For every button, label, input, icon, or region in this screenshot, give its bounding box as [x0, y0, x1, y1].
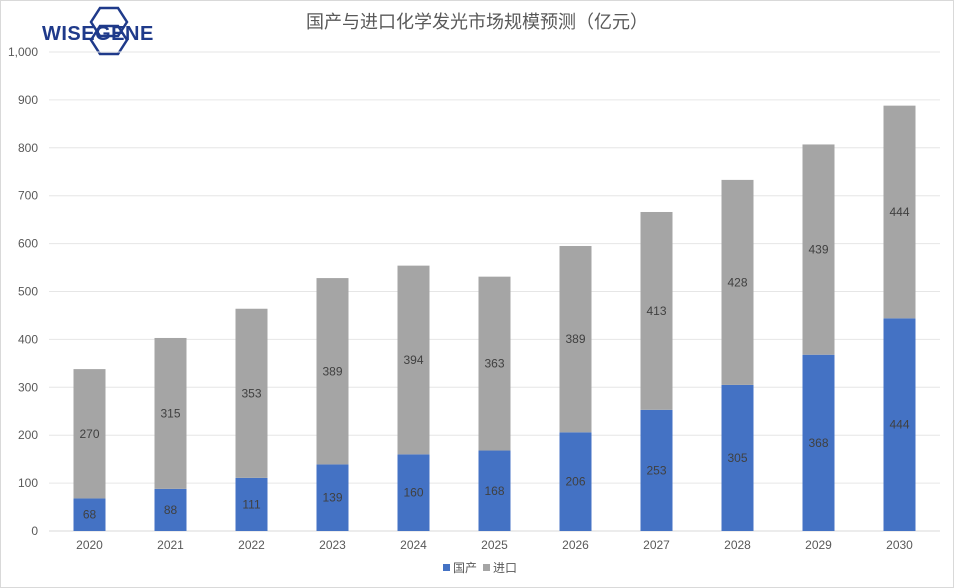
x-tick-label: 2027 — [643, 538, 670, 552]
y-tick-label: 0 — [31, 524, 38, 538]
legend-label-import: 进口 — [493, 561, 517, 575]
data-label-domestic-2027: 253 — [646, 463, 666, 477]
y-tick-label: 800 — [18, 141, 38, 155]
data-label-domestic-2030: 444 — [889, 418, 909, 432]
x-tick-label: 2028 — [724, 538, 751, 552]
data-label-domestic-2020: 68 — [83, 508, 97, 522]
data-label-import-2028: 428 — [727, 275, 747, 289]
data-label-import-2030: 444 — [889, 205, 909, 219]
x-tick-label: 2025 — [481, 538, 508, 552]
chart-title: 国产与进口化学发光市场规模预测（亿元） — [306, 12, 648, 33]
logo-hexagon-bottom — [89, 24, 129, 56]
y-tick-label: 100 — [18, 476, 38, 490]
data-label-import-2022: 353 — [241, 386, 261, 400]
y-tick-label: 300 — [18, 380, 38, 394]
data-label-import-2027: 413 — [646, 304, 666, 318]
data-label-domestic-2028: 305 — [727, 451, 747, 465]
bars: 68 270 88 315 111 353 139 389 160 394 168 363 206 389… — [73, 105, 916, 531]
bar-import-2028 — [721, 179, 754, 385]
data-label-domestic-2022: 111 — [242, 497, 261, 511]
bar-domestic-2022 — [235, 477, 268, 531]
data-label-domestic-2025: 168 — [484, 484, 504, 498]
data-label-import-2025: 363 — [484, 357, 504, 371]
x-tick-label: 2024 — [400, 538, 427, 552]
bar-domestic-2026 — [559, 432, 592, 531]
bar-import-2025 — [478, 276, 511, 451]
y-tick-label: 600 — [18, 237, 38, 251]
x-tick-label: 2022 — [238, 538, 265, 552]
bar-domestic-2027 — [640, 409, 673, 531]
data-label-import-2023: 389 — [322, 364, 342, 378]
bar-domestic-2024 — [397, 454, 430, 531]
data-label-import-2024: 394 — [403, 353, 423, 367]
x-axis-ticks: 2020 2021 2022 2023 2024 2025 2026 2027 2028 2029… — [76, 538, 913, 552]
x-tick-label: 2020 — [76, 538, 103, 552]
bar-import-2027 — [640, 211, 673, 410]
y-tick-label: 400 — [18, 332, 38, 346]
x-tick-label: 2029 — [805, 538, 832, 552]
data-label-import-2029: 439 — [808, 243, 828, 257]
y-axis-ticks: 0 100 200 300 400 500 600 700 800 900 1,000 — [8, 45, 38, 538]
bar-import-2026 — [559, 245, 592, 433]
bar-import-2023 — [316, 278, 349, 465]
legend-label-domestic: 国产 — [453, 561, 477, 575]
bar-import-2021 — [154, 337, 187, 489]
legend: 国产 进口 — [443, 561, 517, 575]
y-tick-label: 1,000 — [8, 45, 38, 59]
y-tick-label: 700 — [18, 189, 38, 203]
data-label-domestic-2026: 206 — [565, 475, 585, 489]
data-label-domestic-2024: 160 — [403, 486, 423, 500]
bar-import-2020 — [73, 369, 106, 499]
x-tick-label: 2023 — [319, 538, 346, 552]
bar-domestic-2025 — [478, 450, 511, 531]
y-tick-label: 200 — [18, 428, 38, 442]
bar-import-2022 — [235, 308, 268, 478]
bar-domestic-2029 — [802, 354, 835, 531]
y-tick-label: 500 — [18, 285, 38, 299]
bar-domestic-2021 — [154, 488, 187, 531]
data-label-import-2026: 389 — [565, 332, 585, 346]
data-label-import-2020: 270 — [79, 427, 99, 441]
bar-import-2030 — [883, 105, 916, 319]
data-label-domestic-2029: 368 — [808, 436, 828, 450]
bar-domestic-2020 — [73, 498, 106, 531]
bar-domestic-2028 — [721, 384, 754, 531]
logo-hexagon-top — [89, 6, 129, 38]
bar-domestic-2023 — [316, 464, 349, 531]
bar-import-2029 — [802, 144, 835, 355]
bar-import-2024 — [397, 265, 430, 455]
data-label-import-2021: 315 — [160, 406, 180, 420]
data-label-domestic-2021: 88 — [164, 503, 178, 517]
logo-text: WISEGENE — [42, 23, 154, 45]
bar-domestic-2030 — [883, 318, 916, 531]
legend-swatch-import — [483, 564, 490, 571]
y-tick-label: 900 — [18, 93, 38, 107]
data-label-domestic-2023: 139 — [322, 491, 342, 505]
x-tick-label: 2021 — [157, 538, 184, 552]
x-tick-label: 2030 — [886, 538, 913, 552]
x-tick-label: 2026 — [562, 538, 589, 552]
wisegene-logo: WISEGENE — [42, 6, 154, 56]
legend-swatch-domestic — [443, 564, 450, 571]
